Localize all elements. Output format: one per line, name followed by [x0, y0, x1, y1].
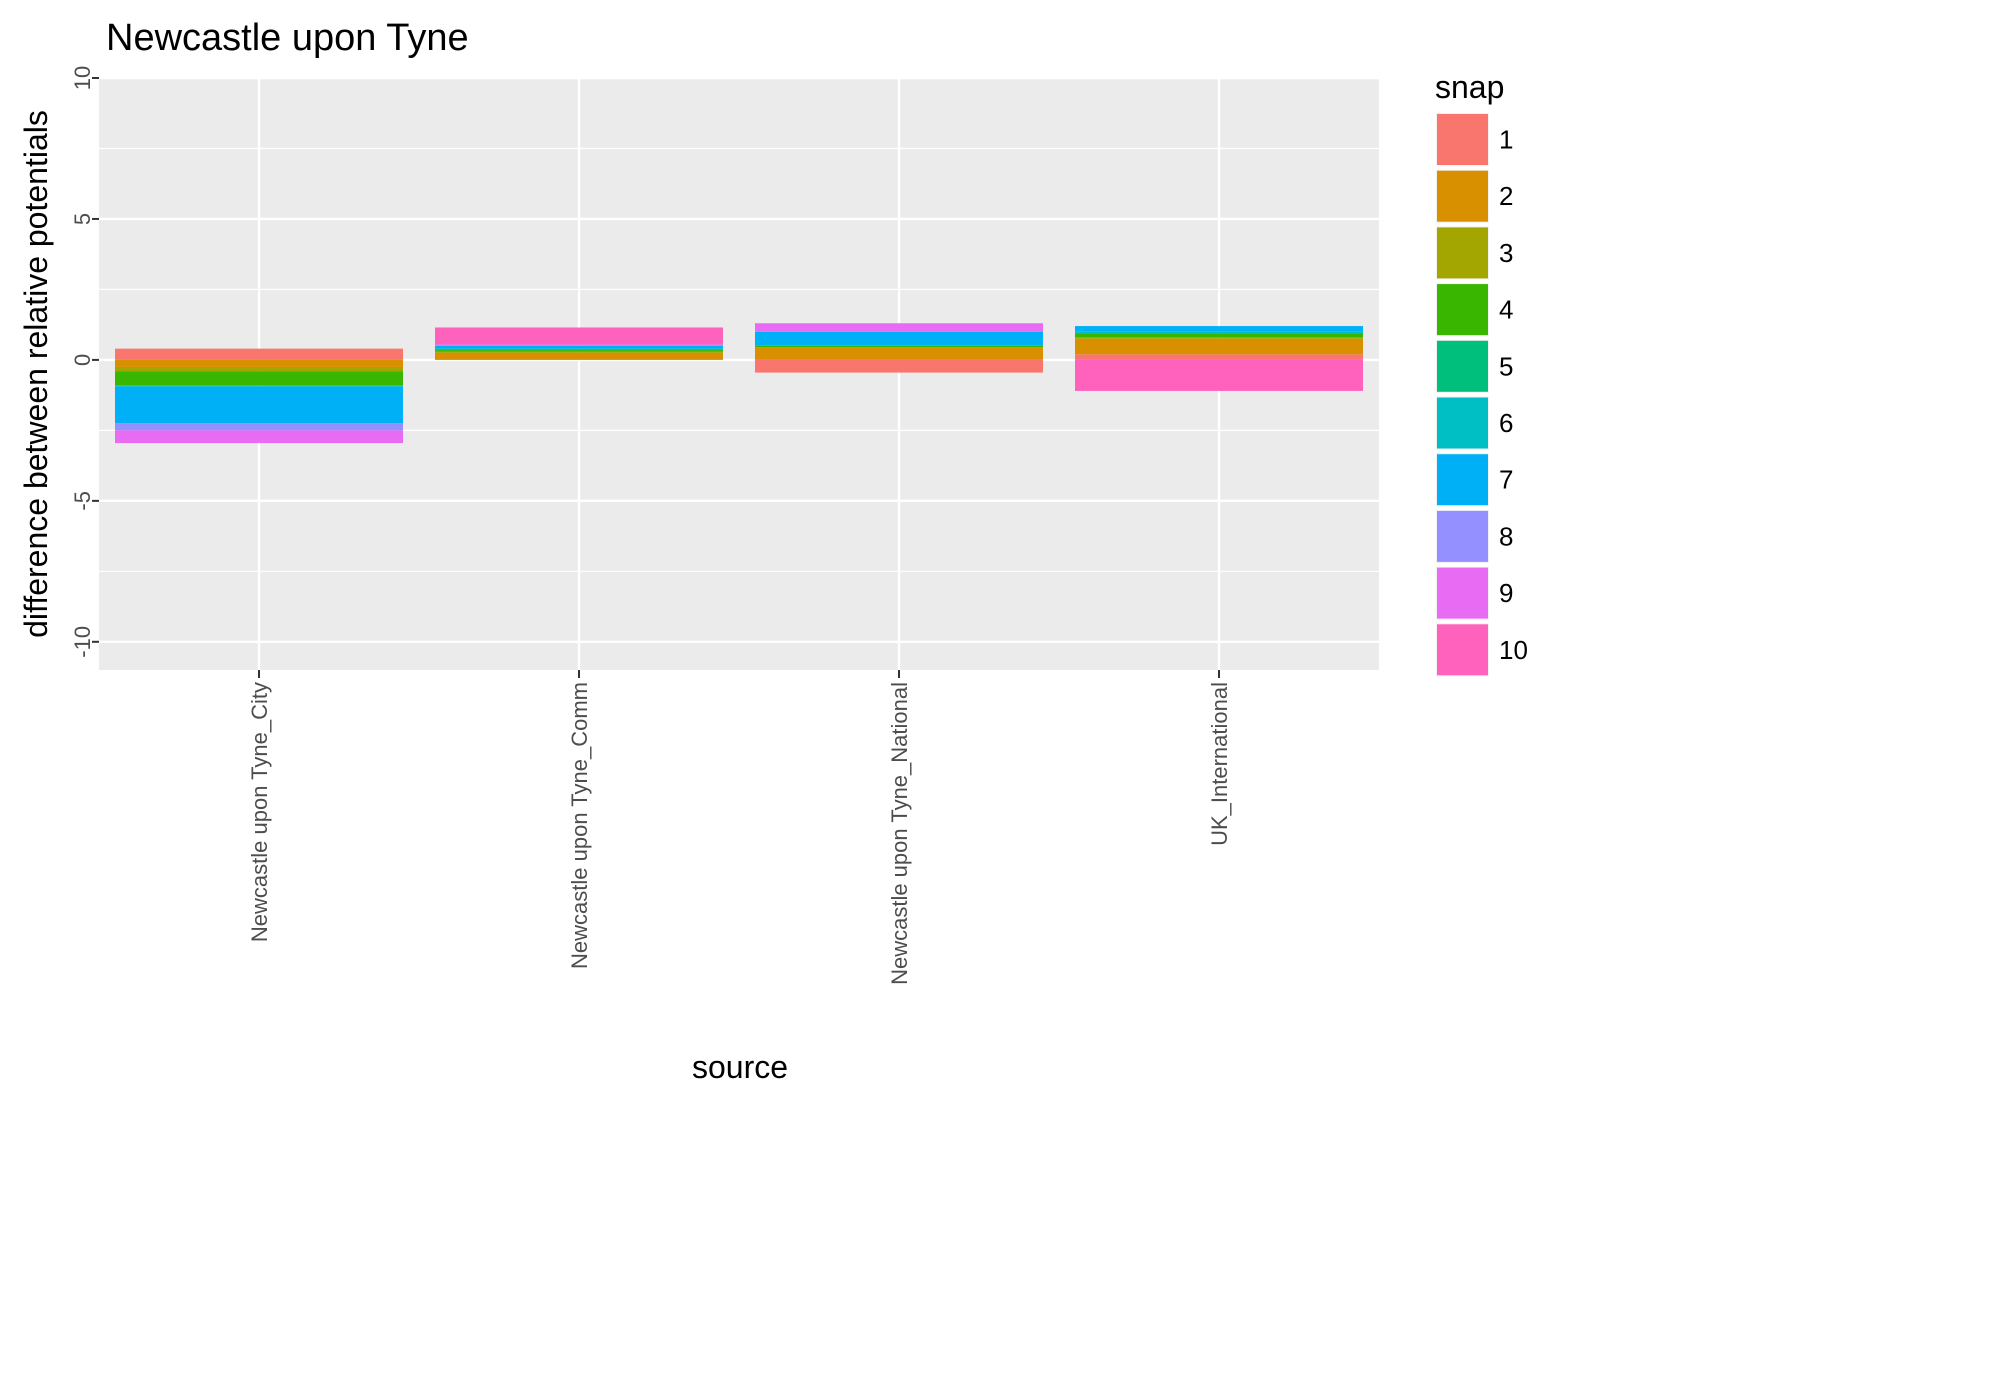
legend-swatch: [1437, 170, 1488, 222]
bar-segment: [1075, 338, 1363, 355]
bar-segment: [1075, 326, 1363, 332]
bar-segment: [755, 359, 1043, 373]
bar-segment: [755, 345, 1043, 348]
bar-segment: [1075, 359, 1363, 391]
legend: snap 1 2 3 4 5 6 7 8 9 10: [1435, 69, 1528, 677]
legend-swatch: [1437, 284, 1488, 336]
bar-segment: [1075, 354, 1363, 360]
x-tick-label: Newcastle upon Tyne_City: [247, 682, 272, 942]
x-tick-label: Newcastle upon Tyne_Comm: [567, 682, 592, 969]
bar-segment: [435, 344, 723, 346]
bar-segment: [1075, 333, 1363, 338]
y-tick-label: 10: [70, 66, 95, 90]
y-axis-title: difference between relative potentials: [18, 110, 54, 638]
legend-label: 6: [1499, 408, 1513, 438]
chart: Newcastle upon Tyne -10 -5 0 5 10 Newcastle …: [18, 17, 1528, 1085]
bar-segment: [115, 348, 403, 360]
bar-segment: [755, 347, 1043, 360]
x-tick-label: UK_International: [1207, 682, 1232, 846]
bar-segment: [115, 385, 403, 387]
bar-segment: [435, 327, 723, 345]
legend-swatch: [1437, 510, 1488, 562]
bar-segment: [115, 386, 403, 424]
chart-title: Newcastle upon Tyne: [106, 17, 469, 59]
legend-label: 5: [1499, 351, 1513, 381]
legend-label: 3: [1499, 238, 1513, 268]
bars: [115, 323, 1363, 444]
x-axis: Newcastle upon Tyne_City Newcastle upon T…: [247, 670, 1232, 985]
legend-swatch: [1437, 567, 1488, 619]
legend-label: 9: [1499, 578, 1513, 608]
x-tick-label: Newcastle upon Tyne_National: [887, 682, 912, 985]
legend-label: 10: [1499, 635, 1528, 665]
legend-label: 7: [1499, 465, 1513, 495]
bar-segment: [115, 423, 403, 431]
y-tick-label: 5: [70, 213, 95, 225]
bar-segment: [1075, 331, 1363, 334]
bar-segment: [115, 430, 403, 444]
bar-segment: [755, 323, 1043, 332]
legend-swatch: [1437, 114, 1488, 165]
legend-keys: 1 2 3 4 5 6 7 8 9 10: [1436, 113, 1528, 677]
bar-segment: [115, 359, 403, 367]
legend-swatch: [1437, 340, 1488, 392]
legend-label: 1: [1499, 125, 1513, 155]
legend-swatch: [1437, 624, 1488, 676]
bar-segment: [435, 351, 723, 353]
bar-segment: [115, 366, 403, 372]
legend-label: 4: [1499, 295, 1513, 325]
bar-segment: [435, 352, 723, 360]
y-axis: -10 -5 0 5 10: [70, 66, 99, 658]
legend-swatch: [1437, 454, 1488, 506]
y-tick-label: 0: [70, 354, 95, 366]
y-tick-label: -10: [70, 626, 95, 658]
legend-label: 8: [1499, 521, 1513, 551]
legend-title: snap: [1435, 69, 1504, 105]
bar-segment: [435, 345, 723, 349]
legend-swatch: [1437, 397, 1488, 449]
bar-segment: [435, 348, 723, 351]
bar-segment: [1075, 337, 1363, 339]
x-axis-title: source: [692, 1049, 788, 1085]
legend-label: 2: [1499, 181, 1513, 211]
bar-segment: [435, 350, 723, 352]
bar-segment: [115, 371, 403, 386]
bar-segment: [755, 331, 1043, 346]
y-tick-label: -5: [70, 491, 95, 511]
legend-swatch: [1437, 227, 1488, 279]
